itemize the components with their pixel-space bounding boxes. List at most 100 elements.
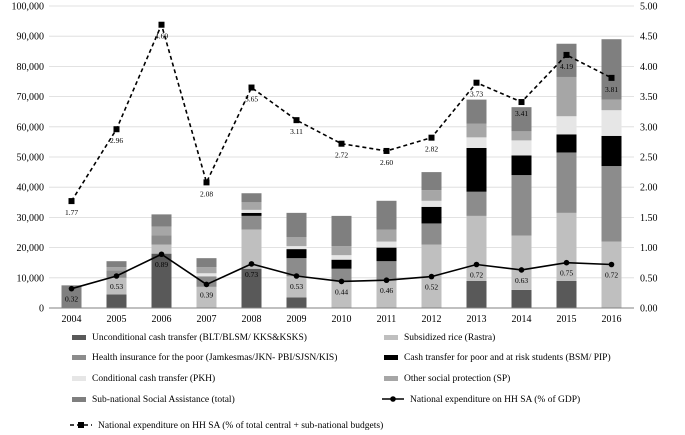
y2-tick-label: 3.00 <box>640 122 658 133</box>
gdp-data-label: 0.44 <box>335 287 348 296</box>
bar-segment <box>556 76 577 117</box>
bar-segment <box>556 116 577 135</box>
bar-segment <box>331 215 352 247</box>
bar-segment <box>376 247 397 262</box>
bar-segment <box>511 131 532 141</box>
gdp-data-label: 0.72 <box>470 271 483 280</box>
y-tick-label: 90,000 <box>17 32 45 43</box>
legend-marker <box>78 422 84 428</box>
budget-data-label: 3.65 <box>245 95 258 104</box>
bar-segment <box>601 99 622 111</box>
bar-segment <box>511 289 532 308</box>
bar-segment <box>601 110 622 136</box>
bar-segment <box>466 99 487 124</box>
bar-segment <box>511 140 532 156</box>
x-tick-label: 2015 <box>557 314 577 325</box>
y2-tick-label: 4.00 <box>640 62 658 73</box>
bar-segment <box>286 297 307 308</box>
bar-segment <box>196 273 217 277</box>
y2-tick-label: 3.50 <box>640 92 658 103</box>
legend-swatch <box>384 376 398 381</box>
gdp-data-label: 0.46 <box>380 286 393 295</box>
budget-data-label: 1.77 <box>65 208 78 217</box>
legend-swatch <box>72 335 86 340</box>
bar-segment <box>601 135 622 167</box>
budget-data-label: 3.81 <box>605 85 618 94</box>
gdp-data-label: 0.32 <box>65 295 78 304</box>
legend-swatch <box>72 355 86 360</box>
gdp-data-label: 0.52 <box>425 283 438 292</box>
bar-segment <box>466 191 487 216</box>
gridlines <box>49 5 634 279</box>
x-tick-label: 2013 <box>467 314 487 325</box>
x-tick-label: 2012 <box>422 314 442 325</box>
budget-point <box>113 126 120 133</box>
bar-segment <box>466 123 487 138</box>
bar-segment <box>196 276 217 287</box>
budget-point <box>158 21 165 28</box>
y2-tick-label: 1.00 <box>640 243 658 254</box>
bar-segment <box>286 276 307 298</box>
bar-segment <box>466 147 487 192</box>
bar-segment <box>286 246 307 250</box>
bar-segment <box>331 246 352 256</box>
budget-data-label: 2.60 <box>380 158 393 167</box>
budget-point <box>68 198 75 205</box>
y-tick-label: 80,000 <box>17 62 45 73</box>
legend-label: Subsidized rice (Rastra) <box>404 332 495 343</box>
bar-segment <box>61 285 82 308</box>
budget-data-label: 2.72 <box>335 151 348 160</box>
legend-label: Conditional cash transfer (PKH) <box>92 373 215 384</box>
bar-segment <box>331 268 352 281</box>
x-tick-label: 2005 <box>107 314 127 325</box>
x-tick-label: 2011 <box>377 314 397 325</box>
y2-tick-label: 0.50 <box>640 273 658 284</box>
y-tick-label: 100,000 <box>12 2 45 13</box>
gdp-point <box>248 261 255 267</box>
budget-data-label: 2.96 <box>110 136 123 145</box>
x-tick-label: 2006 <box>152 314 172 325</box>
bar-segment <box>106 277 127 295</box>
gdp-point <box>338 278 345 285</box>
bar-segment <box>151 244 172 254</box>
gdp-point <box>293 273 300 279</box>
budget-point <box>563 51 570 58</box>
bar-segment <box>106 294 127 308</box>
bar-segment <box>151 214 172 227</box>
y-tick-label: 70,000 <box>17 92 45 103</box>
bar-segment <box>601 166 622 242</box>
bar-segment <box>196 286 217 308</box>
bar-segment <box>151 235 172 245</box>
y-tick-label: 20,000 <box>17 243 45 254</box>
bar-segment <box>556 152 577 213</box>
y-tick-label: 10,000 <box>17 273 45 284</box>
x-tick-label: 2016 <box>602 314 622 325</box>
bar-segment <box>466 280 487 308</box>
gdp-point <box>158 251 165 258</box>
bar-segment <box>241 268 262 308</box>
legend: Unconditional cash transfer (BLT/BLSM/ K… <box>70 332 611 431</box>
bar-segment <box>196 258 217 268</box>
bar-segment <box>466 137 487 148</box>
legend-label: Sub-national Social Assistance (total) <box>92 394 235 405</box>
bar-segment <box>376 229 397 242</box>
budget-point <box>473 79 480 86</box>
budget-point <box>203 179 210 186</box>
budget-point <box>518 99 525 106</box>
gdp-point <box>203 281 210 288</box>
bar-segment <box>511 107 532 132</box>
gdp-point <box>608 261 615 268</box>
y2-tick-label: 4.50 <box>640 32 658 43</box>
bar-segment <box>106 267 127 271</box>
data-labels: 0.32 0.53 0.89 0.39 0.73 0.53 0.44 0.46 0.52 0.72… <box>65 32 618 304</box>
gdp-data-label: 0.72 <box>605 271 618 280</box>
budget-data-label: 2.82 <box>425 145 438 154</box>
x-tick-label: 2004 <box>62 314 82 325</box>
budget-data-label: 3.73 <box>470 90 483 99</box>
legend-label: Other social protection (SP) <box>404 373 510 384</box>
gdp-point <box>518 267 525 273</box>
y2-tick-label: 2.50 <box>640 153 658 164</box>
budget-data-label: 4.69 <box>155 32 168 41</box>
y2-tick-label: 1.50 <box>640 213 658 224</box>
bar-segment <box>511 235 532 290</box>
